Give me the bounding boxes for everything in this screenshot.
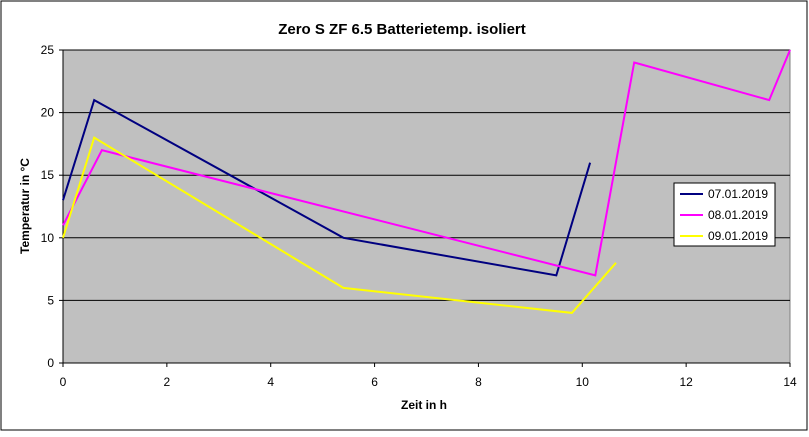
y-tick-label: 5 — [47, 293, 54, 307]
plot-area — [62, 49, 791, 364]
y-tick-label: 10 — [41, 231, 55, 245]
x-tick-label: 4 — [267, 375, 274, 389]
chart-title: Zero S ZF 6.5 Batterietemp. isoliert — [278, 21, 526, 38]
y-axis-label: Temperatur in °C — [18, 158, 32, 254]
x-tick-label: 6 — [371, 375, 378, 389]
series-line-3 — [62, 136, 617, 314]
x-axis-label: Zeit in h — [401, 398, 447, 412]
series-line-1 — [62, 98, 592, 277]
y-tick-label: 0 — [47, 356, 54, 370]
series-line-2 — [62, 49, 791, 277]
y-tick-label: 15 — [41, 168, 55, 182]
y-tick-label: 20 — [41, 106, 55, 120]
legend-label-1: 07.01.2019 — [708, 187, 768, 201]
x-tick-label: 8 — [475, 375, 482, 389]
legend-label-2: 08.01.2019 — [708, 208, 768, 222]
x-tick-label: 0 — [60, 375, 67, 389]
x-tick-label: 10 — [576, 375, 590, 389]
x-tick-label: 2 — [164, 375, 171, 389]
y-tick-label: 25 — [41, 43, 55, 57]
x-tick-label: 14 — [783, 375, 797, 389]
x-tick-label: 12 — [679, 375, 693, 389]
series-lines — [62, 49, 791, 314]
axes: 0 5 10 15 20 25 0 2 4 6 8 10 12 14 — [41, 43, 797, 389]
grid-lines — [63, 49, 790, 301]
legend-label-3: 09.01.2019 — [708, 229, 768, 243]
legend: 07.01.2019 08.01.2019 09.01.2019 — [673, 182, 776, 247]
